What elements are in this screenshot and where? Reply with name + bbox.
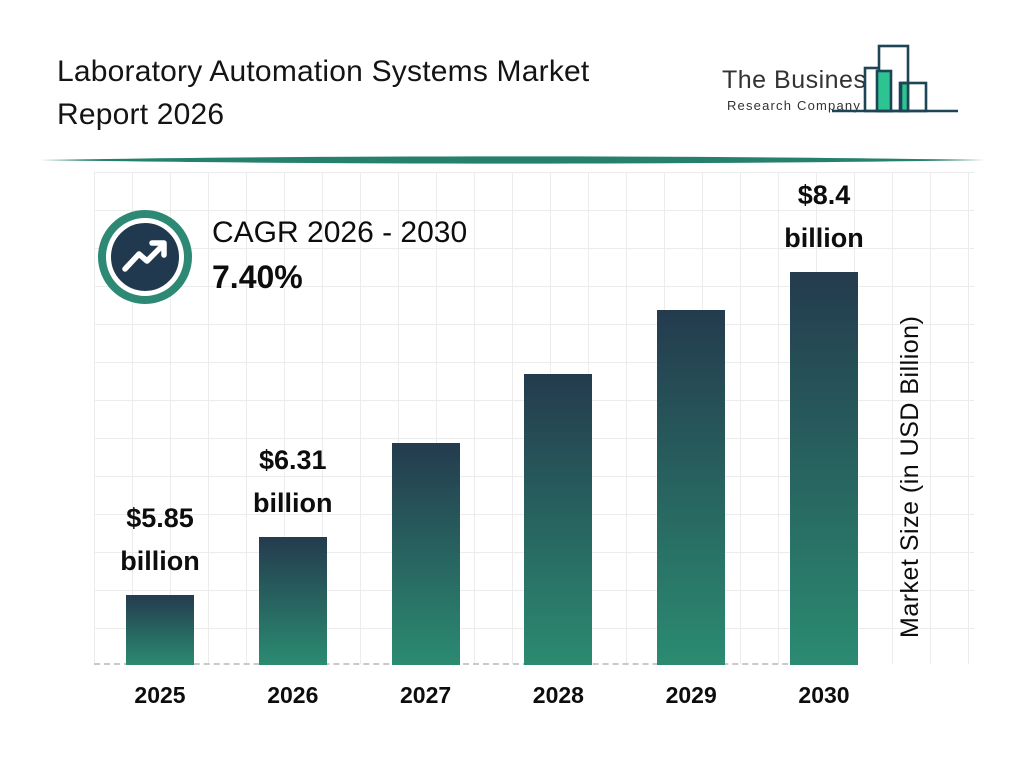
company-logo: The Business Research Company [722, 66, 880, 113]
bar-group: 2027 [391, 443, 460, 708]
page-title-line1: Laboratory Automation Systems Market [57, 55, 590, 88]
x-axis-label: 2027 [400, 682, 452, 708]
plot-area: $5.85 billion 2025 $6.31 billion 2026 2027 2028… [120, 180, 863, 708]
bar [126, 595, 194, 665]
divider-line [40, 156, 985, 164]
bar [258, 537, 327, 665]
bar-group: 2029 [657, 310, 726, 708]
y-axis-title: Market Size (in USD Billion) [896, 315, 924, 638]
bar-value-label: $6.31 billion [253, 439, 332, 525]
company-subtitle: Research Company [726, 98, 862, 113]
bar-value-line: $8.4 [797, 180, 851, 210]
cagr-value: 7.40% [212, 259, 303, 295]
bar-value-label: $5.85 billion [120, 497, 199, 583]
company-name: The Business [722, 66, 880, 94]
bar-group: $8.4 billion 2030 [784, 180, 863, 708]
bar-group: $5.85 billion 2025 [120, 503, 199, 708]
page-title-line2: Report 2026 [57, 98, 225, 131]
bar-group: 2028 [524, 374, 593, 708]
trending-up-icon [122, 240, 167, 272]
bar-value-line: $6.31 [259, 445, 327, 475]
bar-value-line: billion [784, 223, 864, 253]
bar-group: $6.31 billion 2026 [253, 445, 332, 708]
bar [657, 310, 726, 665]
x-axis-label: 2025 [134, 682, 186, 708]
bar-value-line: billion [120, 546, 200, 576]
x-axis-baseline [94, 663, 858, 665]
logo-bar-chart-icon [832, 44, 958, 113]
bar [789, 272, 858, 665]
bar [524, 374, 593, 665]
page-title: Laboratory Automation Systems Market Rep… [57, 50, 589, 136]
cagr-annotation: CAGR 2026 - 2030 7.40% [212, 216, 467, 296]
x-axis-label: 2029 [665, 682, 717, 708]
x-axis-label: 2028 [532, 682, 584, 708]
cagr-period-label: CAGR 2026 - 2030 [212, 216, 468, 249]
x-axis-label: 2026 [267, 682, 319, 708]
bar-value-line: billion [253, 488, 333, 518]
bar-value-label: $8.4 billion [784, 174, 863, 260]
bar-value-line: $5.85 [126, 503, 194, 533]
bar [391, 443, 460, 665]
cagr-badge [106, 218, 184, 296]
x-axis-label: 2030 [798, 682, 850, 708]
